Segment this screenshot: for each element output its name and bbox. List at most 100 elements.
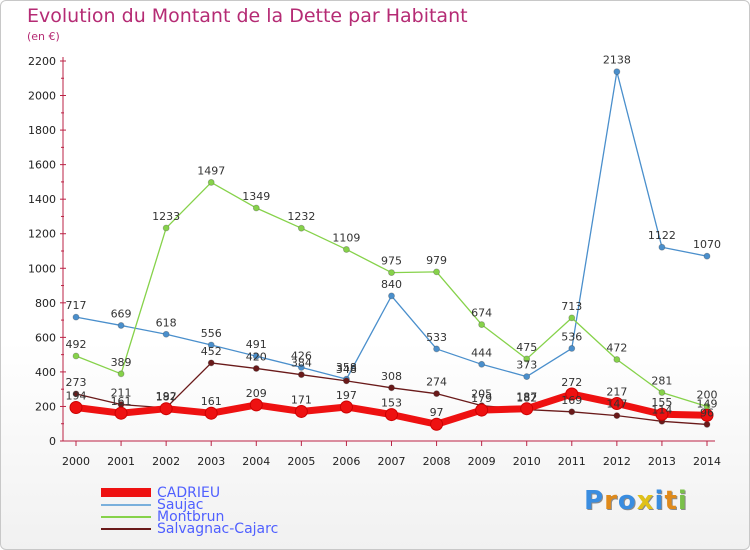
data-label: 153 bbox=[381, 397, 402, 410]
logo-letter: o bbox=[617, 486, 637, 516]
data-point bbox=[343, 246, 350, 253]
data-label: 384 bbox=[291, 357, 312, 370]
legend-swatch bbox=[101, 516, 151, 518]
series-layer bbox=[69, 68, 714, 431]
data-label: 373 bbox=[516, 359, 537, 372]
x-tick-label: 2008 bbox=[423, 455, 451, 468]
data-point bbox=[658, 243, 666, 251]
logo-letter: t bbox=[664, 486, 678, 516]
data-label: 1497 bbox=[197, 164, 225, 177]
data-point bbox=[478, 321, 486, 328]
data-point bbox=[658, 389, 666, 396]
x-tick-label: 2014 bbox=[693, 455, 721, 468]
data-label: 171 bbox=[291, 393, 312, 406]
data-label: 2138 bbox=[603, 54, 631, 67]
data-label: 179 bbox=[471, 392, 492, 405]
legend-label: Montbrun bbox=[157, 509, 225, 525]
data-point bbox=[613, 356, 621, 363]
data-label: 444 bbox=[471, 346, 492, 359]
data-point bbox=[162, 330, 170, 338]
data-label: 200 bbox=[697, 388, 718, 401]
data-point bbox=[610, 397, 624, 411]
data-point bbox=[703, 421, 711, 428]
data-label: 618 bbox=[156, 316, 177, 329]
data-label: 114 bbox=[651, 403, 672, 416]
x-tick-label: 2002 bbox=[152, 455, 180, 468]
data-label: 155 bbox=[651, 396, 672, 409]
data-label: 533 bbox=[426, 331, 447, 344]
data-label: 96 bbox=[700, 406, 714, 419]
legend-swatch bbox=[101, 504, 151, 506]
data-label: 1070 bbox=[693, 238, 721, 251]
data-label: 169 bbox=[561, 394, 582, 407]
data-label: 491 bbox=[246, 338, 267, 351]
data-point bbox=[72, 313, 80, 321]
x-tick-label: 2001 bbox=[107, 455, 135, 468]
data-label: 217 bbox=[606, 386, 627, 399]
data-label: 713 bbox=[561, 300, 582, 313]
data-point bbox=[117, 322, 125, 329]
data-label: 205 bbox=[471, 388, 492, 401]
data-point bbox=[162, 224, 170, 232]
data-label: 272 bbox=[561, 376, 582, 389]
data-point bbox=[478, 360, 486, 368]
x-tick-label: 2000 bbox=[62, 455, 90, 468]
legend-label: Salvagnac-Cajarc bbox=[157, 521, 279, 537]
data-point bbox=[565, 387, 579, 401]
data-label: 281 bbox=[651, 374, 672, 387]
chart-title: Evolution du Montant de la Dette par Hab… bbox=[27, 5, 468, 27]
data-label: 1122 bbox=[648, 229, 676, 242]
data-label: 669 bbox=[111, 307, 132, 320]
data-label: 182 bbox=[516, 392, 537, 405]
data-label: 97 bbox=[430, 406, 444, 419]
data-point bbox=[388, 292, 395, 300]
series-saujac bbox=[72, 68, 711, 383]
data-point bbox=[388, 269, 395, 276]
data-label: 197 bbox=[336, 389, 357, 402]
y-tick-label: 2000 bbox=[28, 90, 56, 103]
data-point bbox=[294, 404, 308, 418]
data-label: 192 bbox=[156, 390, 177, 403]
series-montbrun bbox=[72, 179, 711, 410]
data-point bbox=[114, 406, 128, 420]
data-point bbox=[388, 384, 395, 392]
logo-letter: P bbox=[584, 486, 605, 516]
series-line bbox=[75, 71, 708, 380]
data-label: 274 bbox=[426, 376, 447, 389]
data-labels: 717 669 618 556 491 426 358 840 533 444 373 536 2138… bbox=[66, 54, 722, 420]
data-point bbox=[568, 345, 576, 352]
x-tick-label: 2009 bbox=[468, 455, 496, 468]
data-label: 187 bbox=[516, 391, 537, 404]
data-label: 389 bbox=[111, 356, 132, 369]
data-label: 975 bbox=[381, 255, 402, 268]
data-label: 1109 bbox=[332, 231, 360, 244]
data-point bbox=[703, 252, 711, 260]
data-label: 472 bbox=[606, 341, 627, 354]
data-point bbox=[252, 204, 260, 212]
data-label: 452 bbox=[201, 345, 222, 358]
y-tick-label: 400 bbox=[35, 366, 56, 379]
series-cadrieu bbox=[69, 387, 714, 431]
data-point bbox=[69, 400, 83, 414]
data-point bbox=[613, 412, 621, 420]
legend-label: CADRIEU bbox=[157, 485, 221, 501]
data-point bbox=[297, 371, 305, 379]
x-tick-label: 2007 bbox=[378, 455, 406, 468]
data-point bbox=[433, 390, 440, 398]
data-label: 194 bbox=[66, 389, 87, 402]
data-label: 1349 bbox=[242, 190, 270, 203]
x-tick-label: 2004 bbox=[242, 455, 270, 468]
data-point bbox=[523, 355, 531, 363]
data-label: 149 bbox=[697, 397, 718, 410]
data-point bbox=[700, 408, 714, 422]
data-label: 358 bbox=[336, 361, 357, 374]
x-tick-label: 2011 bbox=[558, 455, 586, 468]
data-label: 536 bbox=[561, 330, 582, 343]
data-point bbox=[72, 390, 80, 398]
data-point bbox=[433, 268, 440, 276]
data-label: 273 bbox=[66, 376, 87, 389]
data-label: 840 bbox=[381, 278, 402, 291]
data-label: 492 bbox=[66, 338, 87, 351]
